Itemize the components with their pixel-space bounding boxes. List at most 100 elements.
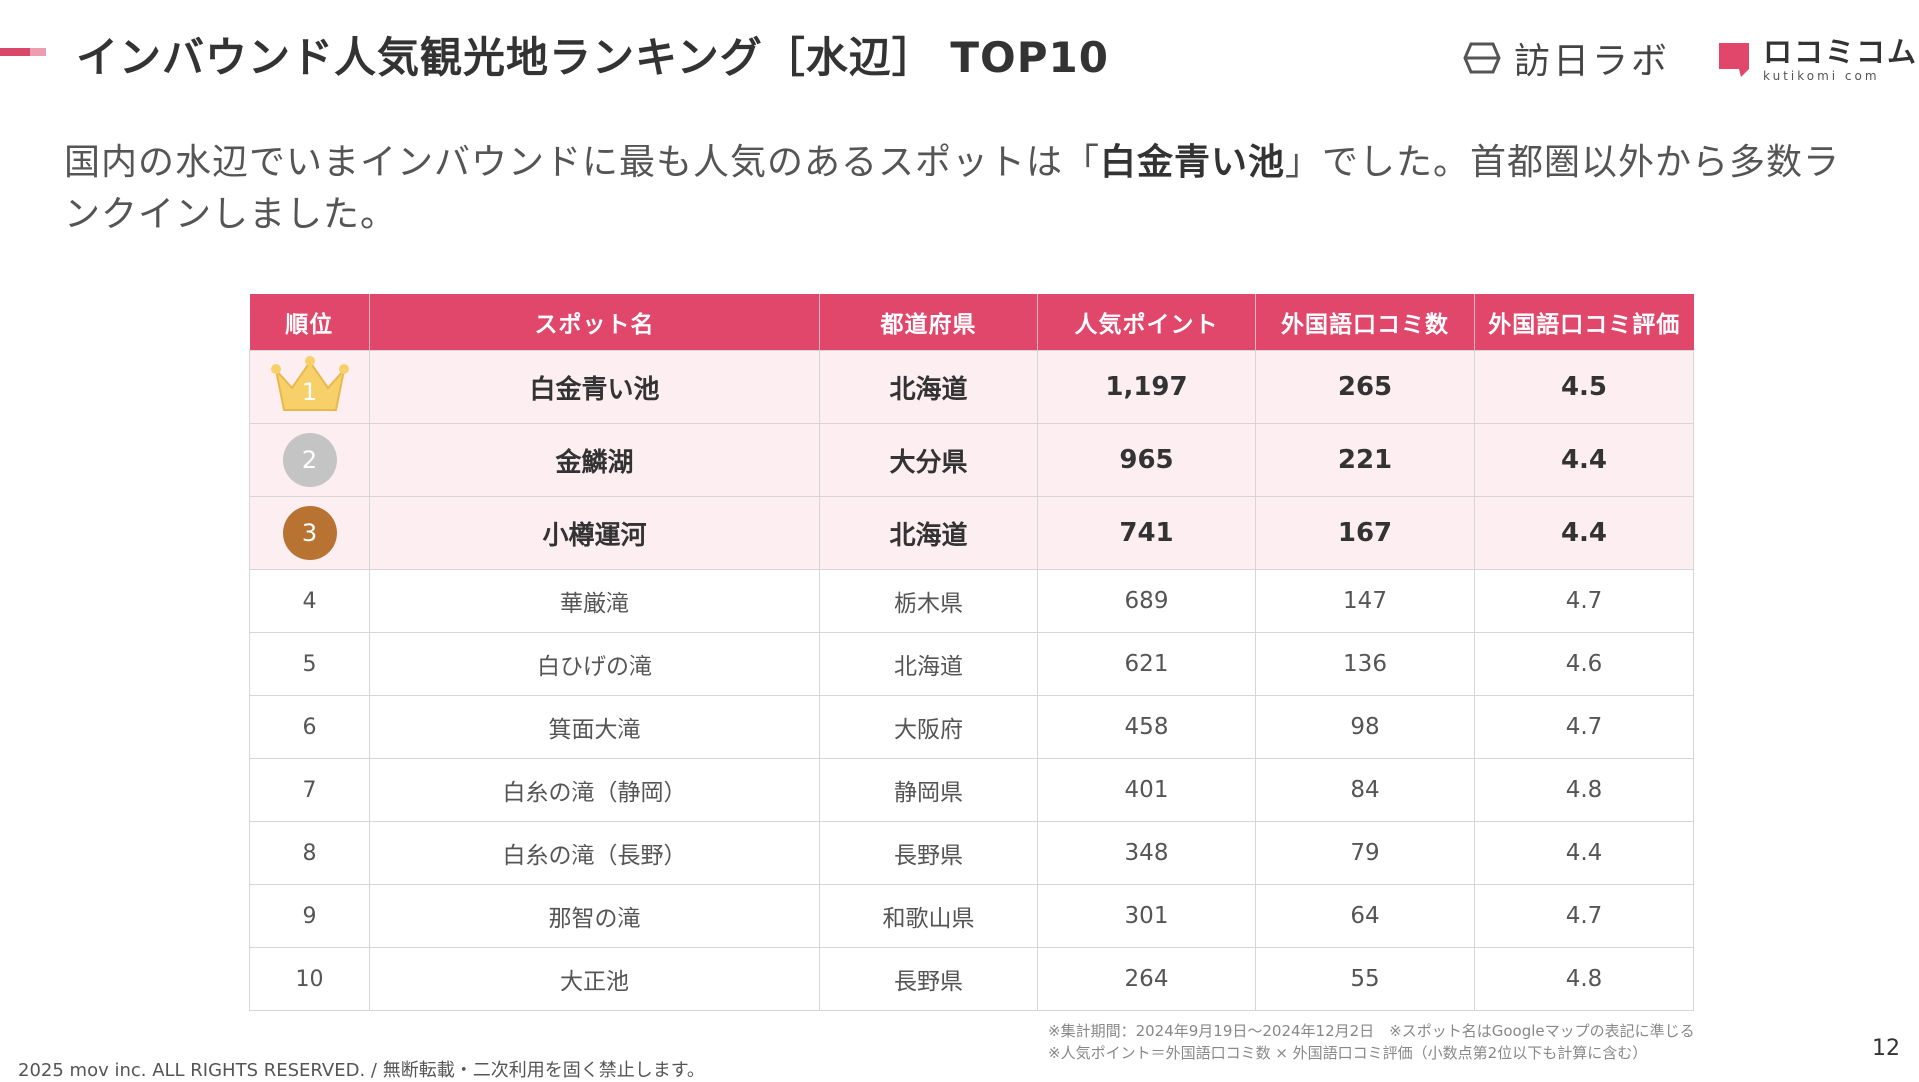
lead-before: 国内の水辺でいまインバウンドに最も人気のあるスポットは「 [64, 142, 1101, 183]
review-rating: 4.8 [1474, 947, 1694, 1011]
popularity-points: 965 [1037, 423, 1256, 497]
rank-cell: 3 [249, 496, 370, 570]
col-header-popularity-points: 人気ポイント [1037, 294, 1256, 351]
table-row: 1 白金青い池 北海道 1,197 265 4.5 [249, 350, 1694, 424]
rank-cell: 8 [249, 821, 370, 885]
review-rating: 4.6 [1474, 632, 1694, 696]
ranking-table: 順位 スポット名 都道府県 人気ポイント 外国語口コミ数 外国語口コミ評価 1 [249, 294, 1694, 1011]
silver-medal-icon: 2 [282, 433, 337, 487]
prefecture: 長野県 [819, 947, 1038, 1011]
rank-cell: 2 [249, 423, 370, 497]
lead-highlight: 白金青い池 [1100, 142, 1286, 183]
review-count: 98 [1255, 695, 1475, 759]
kutikomi-logo-en: kutikomi com [1763, 69, 1880, 83]
popularity-points: 264 [1037, 947, 1256, 1011]
review-count: 55 [1255, 947, 1475, 1011]
spot-name: 那智の滝 [369, 884, 820, 948]
rank-cell: 4 [249, 569, 370, 633]
review-rating: 4.4 [1474, 821, 1694, 885]
prefecture: 和歌山県 [819, 884, 1038, 948]
page-number: 12 [1872, 1036, 1900, 1061]
bronze-medal-icon: 3 [282, 506, 337, 560]
review-count: 64 [1255, 884, 1475, 948]
popularity-points: 1,197 [1037, 350, 1256, 424]
popularity-points: 301 [1037, 884, 1256, 948]
rank-cell: 6 [249, 695, 370, 759]
popularity-points: 348 [1037, 821, 1256, 885]
kutikomi-logo-jp: ロコミコム [1763, 35, 1919, 69]
footnote-formula: ※人気ポイント＝外国語口コミ数 × 外国語口コミ評価（小数点第2位以下も計算に含… [1048, 1044, 1648, 1062]
review-count: 167 [1255, 496, 1475, 570]
col-header-rank: 順位 [249, 294, 370, 351]
spot-name: 白糸の滝（長野） [369, 821, 820, 885]
table-row: 3 小樽運河 北海道 741 167 4.4 [249, 496, 1694, 570]
accent-bar [0, 48, 46, 56]
col-header-review-rating: 外国語口コミ評価 [1474, 294, 1694, 351]
review-count: 221 [1255, 423, 1475, 497]
prefecture: 北海道 [819, 350, 1038, 424]
popularity-points: 621 [1037, 632, 1256, 696]
table-row: 5 白ひげの滝 北海道 621 136 4.6 [249, 632, 1694, 696]
review-count: 84 [1255, 758, 1475, 822]
table-header-row: 順位 スポット名 都道府県 人気ポイント 外国語口コミ数 外国語口コミ評価 [249, 294, 1694, 351]
review-count: 265 [1255, 350, 1475, 424]
prefecture: 北海道 [819, 632, 1038, 696]
spot-name: 白ひげの滝 [369, 632, 820, 696]
col-header-spot-name: スポット名 [369, 294, 820, 351]
review-rating: 4.7 [1474, 569, 1694, 633]
review-rating: 4.7 [1474, 884, 1694, 948]
footnote-period: ※集計期間：2024年9月19日〜2024年12月2日 ※スポット名はGoogl… [1048, 1022, 1695, 1040]
prefecture: 大分県 [819, 423, 1038, 497]
review-rating: 4.5 [1474, 350, 1694, 424]
review-count: 136 [1255, 632, 1475, 696]
kutikomi-logo-icon [1719, 43, 1749, 77]
table-row: 7 白糸の滝（静岡） 静岡県 401 84 4.8 [249, 758, 1694, 822]
rank-number: 1 [301, 377, 318, 406]
spot-name: 大正池 [369, 947, 820, 1011]
prefecture: 大阪府 [819, 695, 1038, 759]
review-rating: 4.4 [1474, 496, 1694, 570]
lead-after: 」でした。首都圏以外から多数ランクインしました。 [64, 142, 1841, 235]
popularity-points: 458 [1037, 695, 1256, 759]
popularity-points: 741 [1037, 496, 1256, 570]
table-row: 2 金鱗湖 大分県 965 221 4.4 [249, 423, 1694, 497]
prefecture: 栃木県 [819, 569, 1038, 633]
review-count: 79 [1255, 821, 1475, 885]
rank-cell: 1 [249, 350, 370, 424]
rank-cell: 5 [249, 632, 370, 696]
spot-name: 白金青い池 [369, 350, 820, 424]
prefecture: 静岡県 [819, 758, 1038, 822]
prefecture: 北海道 [819, 496, 1038, 570]
review-rating: 4.8 [1474, 758, 1694, 822]
footnotes: ※集計期間：2024年9月19日〜2024年12月2日 ※スポット名はGoogl… [1048, 1020, 1695, 1064]
col-header-prefecture: 都道府県 [819, 294, 1038, 351]
gold-crown-icon: 1 [270, 354, 350, 414]
spot-name: 小樽運河 [369, 496, 820, 570]
review-count: 147 [1255, 569, 1475, 633]
rank-cell: 9 [249, 884, 370, 948]
lead-text: 国内の水辺でいまインバウンドに最も人気のあるスポットは「白金青い池」でした。首都… [64, 137, 1864, 241]
homonichi-logo-icon [1463, 42, 1501, 74]
page-title: インバウンド人気観光地ランキング［水辺］ TOP10 [76, 33, 1109, 82]
review-rating: 4.7 [1474, 695, 1694, 759]
copyright: 2025 mov inc. ALL RIGHTS RESERVED. / 無断転… [18, 1060, 705, 1081]
table-row: 4 華厳滝 栃木県 689 147 4.7 [249, 569, 1694, 633]
col-header-review-count: 外国語口コミ数 [1255, 294, 1475, 351]
homonichi-lab-logo: 訪日ラボ [1462, 28, 1670, 88]
prefecture: 長野県 [819, 821, 1038, 885]
rank-cell: 10 [249, 947, 370, 1011]
homonichi-logo-text: 訪日ラボ [1514, 41, 1671, 82]
rank-cell: 7 [249, 758, 370, 822]
popularity-points: 689 [1037, 569, 1256, 633]
table-row: 6 箕面大滝 大阪府 458 98 4.7 [249, 695, 1694, 759]
popularity-points: 401 [1037, 758, 1256, 822]
spot-name: 白糸の滝（静岡） [369, 758, 820, 822]
spot-name: 華厳滝 [369, 569, 820, 633]
kutikomi-com-logo: ロコミコム kutikomi com [1715, 32, 1918, 88]
table-row: 10 大正池 長野県 264 55 4.8 [249, 947, 1694, 1011]
table-row: 8 白糸の滝（長野） 長野県 348 79 4.4 [249, 821, 1694, 885]
spot-name: 金鱗湖 [369, 423, 820, 497]
review-rating: 4.4 [1474, 423, 1694, 497]
table-row: 9 那智の滝 和歌山県 301 64 4.7 [249, 884, 1694, 948]
spot-name: 箕面大滝 [369, 695, 820, 759]
